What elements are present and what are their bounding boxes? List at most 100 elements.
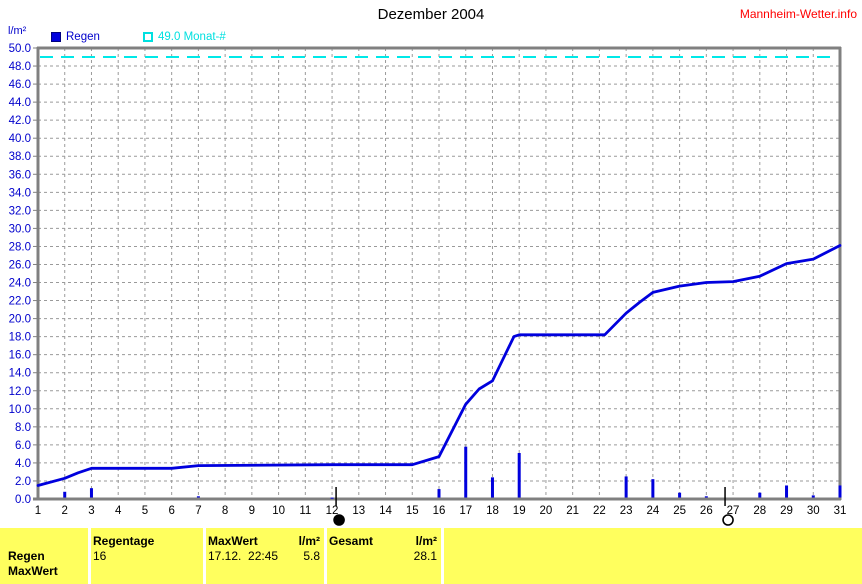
gesamt-amount: 28.1 bbox=[413, 549, 437, 563]
y-axis-label: 4.0 bbox=[15, 458, 31, 470]
x-axis-label: 26 bbox=[700, 505, 713, 517]
y-axis-label: 2.0 bbox=[15, 476, 31, 488]
x-axis-label: 13 bbox=[352, 505, 365, 517]
rain-series-swatch-icon bbox=[51, 31, 61, 42]
rain-bar-day-31 bbox=[838, 485, 842, 498]
rain-bar-day-2 bbox=[63, 491, 67, 498]
table-divider bbox=[324, 528, 327, 584]
new-moon-icon bbox=[333, 514, 345, 526]
y-axis-label: 28.0 bbox=[9, 241, 31, 253]
x-axis-label: 2 bbox=[62, 505, 68, 517]
legend-item-month-reference: 49.0 Monat-# bbox=[143, 30, 226, 43]
table-divider bbox=[88, 528, 91, 584]
x-axis-label: 24 bbox=[646, 505, 659, 517]
month-reference-swatch-icon bbox=[143, 31, 153, 42]
x-axis-label: 20 bbox=[540, 505, 553, 517]
y-axis-label: 14.0 bbox=[9, 368, 31, 380]
y-axis-label: 50.0 bbox=[9, 43, 31, 55]
maxwert-datetime: 17.12. 22:45 bbox=[208, 549, 279, 563]
rain-bar-day-19 bbox=[517, 452, 521, 498]
y-axis-label: 20.0 bbox=[9, 314, 31, 326]
x-axis-label: 25 bbox=[673, 505, 686, 517]
x-axis-label: 22 bbox=[593, 505, 606, 517]
table-divider bbox=[203, 528, 206, 584]
y-axis-label: 12.0 bbox=[9, 386, 31, 398]
table-row-label-regen: Regen bbox=[8, 549, 45, 563]
y-axis-label: 6.0 bbox=[15, 440, 31, 452]
y-axis-label: 8.0 bbox=[15, 422, 31, 434]
table-row-label-maxwert: MaxWert bbox=[8, 564, 58, 578]
x-axis-label: 14 bbox=[379, 505, 392, 517]
rain-bar-day-28 bbox=[758, 492, 762, 498]
x-axis-label: 31 bbox=[834, 505, 847, 517]
maxwert-amount: 5.8 bbox=[303, 549, 320, 563]
cumulative-rain-line bbox=[36, 244, 842, 487]
rain-bar-day-25 bbox=[678, 492, 682, 498]
x-axis-label: 12 bbox=[326, 505, 339, 517]
x-axis-label: 17 bbox=[459, 505, 472, 517]
maxwert-header: MaxWert bbox=[208, 534, 258, 548]
x-axis-label: 29 bbox=[780, 505, 793, 517]
y-axis-label: 0.0 bbox=[15, 494, 31, 506]
x-axis-label: 23 bbox=[620, 505, 633, 517]
site-link[interactable]: Mannheim-Wetter.info bbox=[739, 7, 857, 21]
gesamt-unit-header: l/m² bbox=[415, 534, 437, 548]
full-moon-icon bbox=[722, 514, 734, 526]
x-axis-label: 1 bbox=[35, 505, 41, 517]
regentage-header: Regentage bbox=[93, 534, 155, 548]
y-axis-label: 40.0 bbox=[9, 133, 31, 145]
x-axis-label: 18 bbox=[486, 505, 499, 517]
x-axis-label: 3 bbox=[88, 505, 94, 517]
y-axis-label: 16.0 bbox=[9, 350, 31, 362]
regentage-value: 16 bbox=[93, 549, 107, 563]
x-axis-label: 28 bbox=[753, 505, 766, 517]
y-axis-label: 34.0 bbox=[9, 187, 31, 199]
y-axis-unit-label: l/m² bbox=[8, 25, 27, 37]
summary-table: Regen MaxWert Regentage 16 MaxWert l/m² … bbox=[0, 528, 862, 584]
rain-bar-day-12 bbox=[330, 497, 334, 499]
rain-bar-day-17 bbox=[464, 446, 468, 498]
x-axis-label: 16 bbox=[433, 505, 446, 517]
y-axis-label: 32.0 bbox=[9, 205, 31, 217]
x-axis-label: 27 bbox=[727, 505, 740, 517]
rain-bar-day-24 bbox=[651, 479, 655, 498]
x-axis-label: 21 bbox=[566, 505, 579, 517]
rain-bar-day-3 bbox=[89, 488, 93, 498]
legend-month-reference-label: 49.0 Monat-# bbox=[158, 30, 226, 43]
maxwert-header-row: MaxWert l/m² bbox=[208, 534, 320, 548]
y-axis-label: 38.0 bbox=[9, 151, 31, 163]
gesamt-header: Gesamt bbox=[329, 534, 374, 548]
y-axis-label: 22.0 bbox=[9, 296, 31, 308]
rain-bar-day-30 bbox=[811, 495, 815, 498]
gesamt-header-row: Gesamt l/m² bbox=[329, 534, 437, 548]
rain-bar-day-16 bbox=[437, 489, 441, 498]
rain-chart: 0.0 2.0 4.0 6.0 8.0 10.0 12.0 14.0 16.0 18.0 20.0 2… bbox=[9, 43, 847, 526]
x-axis-label: 5 bbox=[142, 505, 148, 517]
maxwert-unit-header: l/m² bbox=[298, 534, 320, 548]
maxwert-value-row: 17.12. 22:45 5.8 bbox=[208, 549, 320, 563]
x-axis-label: 11 bbox=[299, 505, 311, 517]
x-axis-label: 8 bbox=[222, 505, 228, 517]
y-axis-label: 48.0 bbox=[9, 61, 31, 73]
y-axis-label: 24.0 bbox=[9, 278, 31, 290]
rain-bar-day-23 bbox=[624, 476, 628, 498]
rain-bar-day-29 bbox=[785, 485, 789, 498]
gesamt-value-row: 28.1 bbox=[329, 549, 437, 563]
x-axis-label: 6 bbox=[168, 505, 174, 517]
x-axis-label: 4 bbox=[115, 505, 122, 517]
y-axis-label: 30.0 bbox=[9, 223, 31, 235]
y-axis-label: 26.0 bbox=[9, 259, 31, 271]
legend-item-regen: Regen bbox=[51, 30, 100, 43]
rain-bar-day-26 bbox=[704, 496, 708, 498]
table-divider bbox=[441, 528, 444, 584]
x-axis-label: 19 bbox=[513, 505, 526, 517]
y-axis-label: 42.0 bbox=[9, 115, 31, 127]
y-axis-label: 46.0 bbox=[9, 79, 31, 91]
y-axis-label: 18.0 bbox=[9, 332, 31, 344]
y-axis-label: 44.0 bbox=[9, 97, 31, 109]
x-axis-label: 30 bbox=[807, 505, 820, 517]
page-title: Dezember 2004 bbox=[377, 6, 485, 23]
x-axis-label: 15 bbox=[406, 505, 419, 517]
y-axis-label: 36.0 bbox=[9, 169, 31, 181]
